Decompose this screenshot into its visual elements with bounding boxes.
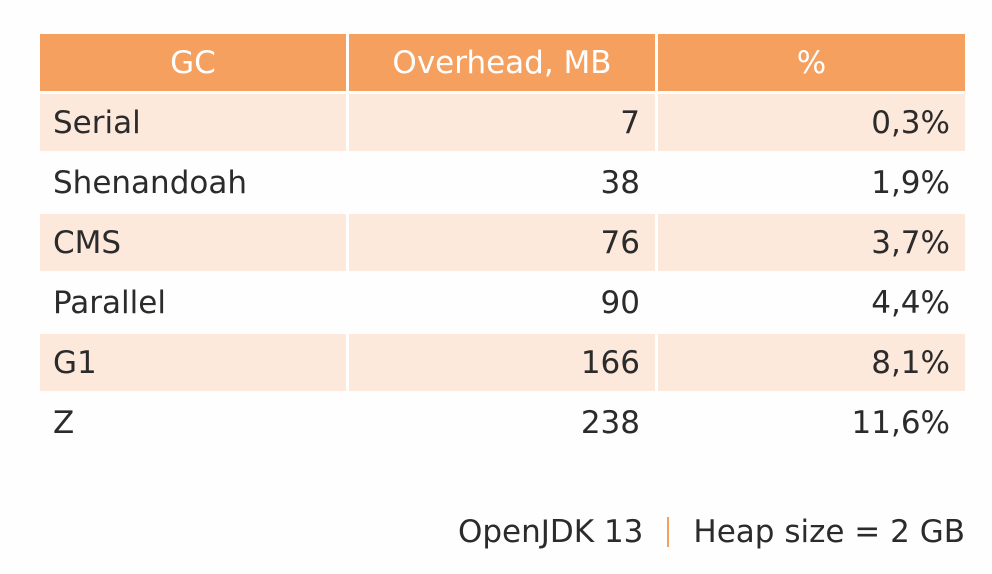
table-row: Parallel 90 4,4% xyxy=(40,274,965,331)
overhead-cell: 7 xyxy=(349,94,655,151)
header-percent: % xyxy=(658,34,965,91)
gc-overhead-table: GC Overhead, MB % Serial 7 0,3% Shenando… xyxy=(40,34,965,454)
slide-footer: OpenJDK 13 Heap size = 2 GB xyxy=(458,514,965,550)
table-row: G1 166 8,1% xyxy=(40,334,965,391)
percent-cell: 0,3% xyxy=(658,94,965,151)
percent-cell: 11,6% xyxy=(851,404,950,441)
gc-name-cell: Serial xyxy=(40,94,346,151)
overhead-cell: 238 xyxy=(580,404,640,441)
percent-cell: 4,4% xyxy=(871,284,950,321)
footer-divider xyxy=(667,517,670,547)
gc-name-cell: Shenandoah xyxy=(53,164,247,201)
gc-name-cell: G1 xyxy=(40,334,346,391)
gc-name-cell: Parallel xyxy=(53,284,166,321)
table-row: Z 238 11,6% xyxy=(40,394,965,451)
table-row: Shenandoah 38 1,9% xyxy=(40,154,965,211)
table-header-row: GC Overhead, MB % xyxy=(40,34,965,91)
table-row: Serial 7 0,3% xyxy=(40,94,965,151)
header-overhead: Overhead, MB xyxy=(349,34,655,91)
percent-cell: 3,7% xyxy=(658,214,965,271)
gc-name-cell: Z xyxy=(53,404,75,441)
percent-cell: 8,1% xyxy=(658,334,965,391)
overhead-cell: 38 xyxy=(600,164,640,201)
overhead-cell: 90 xyxy=(600,284,640,321)
header-gc: GC xyxy=(40,34,346,91)
gc-name-cell: CMS xyxy=(40,214,346,271)
table-row: CMS 76 3,7% xyxy=(40,214,965,271)
heap-size-label: Heap size = 2 GB xyxy=(693,514,965,550)
jdk-version-label: OpenJDK 13 xyxy=(457,514,644,550)
overhead-cell: 166 xyxy=(349,334,655,391)
overhead-cell: 76 xyxy=(349,214,655,271)
percent-cell: 1,9% xyxy=(871,164,950,201)
